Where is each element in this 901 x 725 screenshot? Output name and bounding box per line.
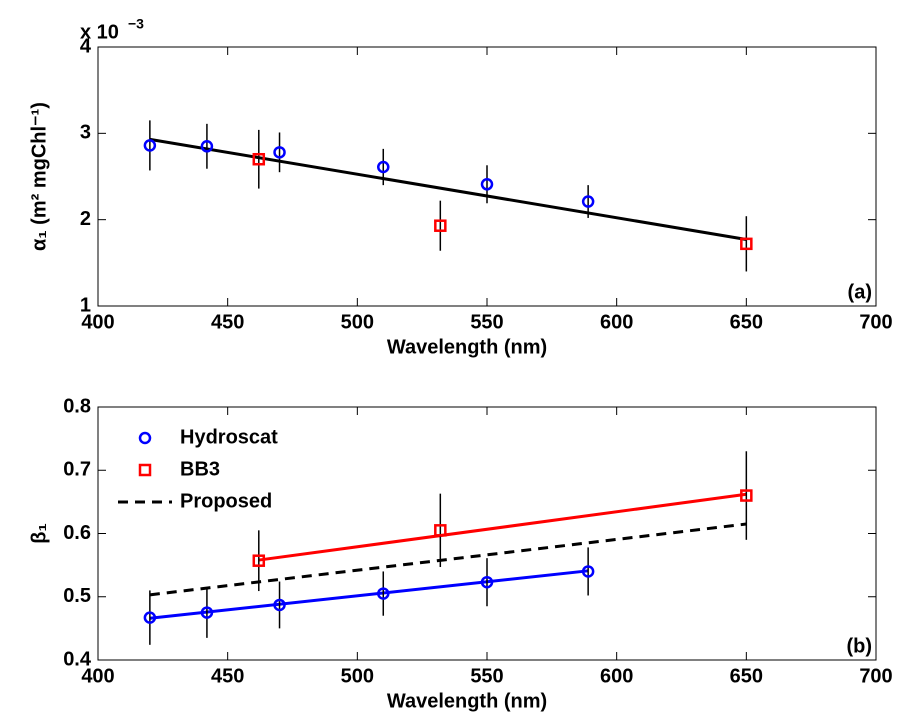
marker xyxy=(581,195,595,208)
y-axis-label: β₁ xyxy=(28,523,50,543)
y-tick-label: 2 xyxy=(80,208,91,230)
x-tick-label: 450 xyxy=(211,665,244,687)
y-tick-label: 0.4 xyxy=(63,648,92,670)
x-tick-label: 500 xyxy=(341,665,374,687)
legend-marker xyxy=(138,431,152,445)
x-tick-label: 400 xyxy=(81,311,114,333)
x-tick-label: 700 xyxy=(859,665,892,687)
marker xyxy=(480,178,494,191)
marker xyxy=(740,489,753,502)
fit-line xyxy=(258,492,747,562)
y-tick-label: 1 xyxy=(80,294,91,316)
x-tick-label: 600 xyxy=(600,311,633,333)
marker xyxy=(581,565,595,578)
panel-label: (b) xyxy=(846,635,872,657)
y-tick-label: 0.6 xyxy=(63,522,91,544)
y-tick-label: 4 xyxy=(80,35,92,57)
x-tick-label: 450 xyxy=(211,311,244,333)
x-tick-label: 650 xyxy=(730,665,763,687)
x-axis-label: Wavelength (nm) xyxy=(387,336,547,358)
y-tick-label: 0.8 xyxy=(63,395,91,417)
marker xyxy=(252,152,266,166)
marker xyxy=(480,575,494,589)
x-tick-label: 550 xyxy=(470,311,503,333)
x-axis-label: Wavelength (nm) xyxy=(387,690,547,712)
y-tick-label: 0.5 xyxy=(63,585,91,607)
marker xyxy=(200,140,214,153)
marker xyxy=(273,598,286,612)
legend-label: BB3 xyxy=(180,458,220,480)
marker xyxy=(143,139,157,152)
x-tick-label: 400 xyxy=(81,665,114,687)
x-tick-label: 500 xyxy=(341,311,374,333)
fit-line xyxy=(149,137,747,242)
y-axis-label: α₁ (m² mgChl⁻¹) xyxy=(28,102,50,251)
panel-label: (a) xyxy=(848,281,872,303)
marker xyxy=(273,146,286,159)
y-multiplier: x 10 xyxy=(80,21,119,43)
x-tick-label: 600 xyxy=(600,665,633,687)
marker xyxy=(200,606,214,619)
legend-marker xyxy=(138,463,152,477)
y-tick-label: 3 xyxy=(80,122,91,144)
x-tick-label: 650 xyxy=(730,311,763,333)
fit-line xyxy=(149,569,589,620)
marker xyxy=(143,611,157,624)
marker xyxy=(434,524,447,537)
x-tick-label: 550 xyxy=(470,665,503,687)
legend-label: Hydroscat xyxy=(180,426,278,448)
legend-label: Proposed xyxy=(180,490,272,512)
fit-line xyxy=(149,522,747,597)
marker xyxy=(434,219,447,232)
marker xyxy=(377,587,390,600)
x-tick-label: 700 xyxy=(859,311,892,333)
marker xyxy=(740,237,753,251)
marker xyxy=(377,160,390,174)
marker xyxy=(252,554,266,567)
y-multiplier-exponent: −3 xyxy=(128,16,144,32)
y-tick-label: 0.7 xyxy=(63,459,91,481)
